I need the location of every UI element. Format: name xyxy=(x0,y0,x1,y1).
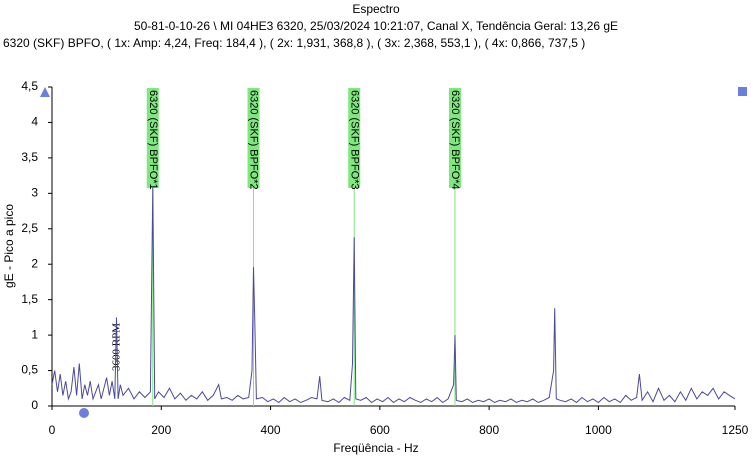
x-tick-label: 0 xyxy=(49,423,56,437)
x-tick-label: 200 xyxy=(151,423,171,437)
x-tick-label: 800 xyxy=(479,423,499,437)
x-tick-label: 1250 xyxy=(722,423,749,437)
y-tick-label: 1,5 xyxy=(21,292,38,306)
y-tick-label: 2 xyxy=(31,256,38,270)
cursor-icon[interactable] xyxy=(40,87,50,97)
cursor-icon[interactable] xyxy=(738,87,747,96)
y-axis-label: gE - Pico a pico xyxy=(2,204,16,288)
marker-label-box xyxy=(448,88,461,188)
x-axis-label: Freqüência - Hz xyxy=(333,441,418,455)
marker-label: 6320 (SKF) BPFO*3 xyxy=(348,90,360,190)
chart-subtitle: 6320 (SKF) BPFO, ( 1x: Amp: 4,24, Freq: … xyxy=(3,36,585,50)
cursor-icon[interactable] xyxy=(79,408,89,418)
marker-label: 6320 (SKF) BPFO*4 xyxy=(449,90,461,190)
y-tick-label: 3,5 xyxy=(21,150,38,164)
spectrum-line xyxy=(51,186,736,404)
y-tick-label: 0 xyxy=(31,398,38,412)
marker-label-box xyxy=(146,88,159,188)
y-tick-label: 4,5 xyxy=(21,79,38,93)
y-tick-label: 2,5 xyxy=(21,221,38,235)
marker-label: 6320 (SKF) BPFO*1 xyxy=(147,90,159,190)
y-tick-label: 3 xyxy=(31,186,38,200)
x-tick-label: 1000 xyxy=(585,423,612,437)
marker-label-box xyxy=(247,88,260,188)
marker-label: 6320 (SKF) BPFO*2 xyxy=(248,90,260,190)
chart-title: Espectro xyxy=(352,2,400,16)
y-tick-label: 4 xyxy=(31,115,38,129)
x-tick-label: 600 xyxy=(370,423,390,437)
y-tick-label: 0,5 xyxy=(21,363,38,377)
marker-label-box xyxy=(348,88,361,188)
x-tick-label: 400 xyxy=(261,423,281,437)
y-tick-label: 1 xyxy=(31,327,38,341)
chart-subtitle: 50-81-0-10-26 \ MI 04HE3 6320, 25/03/202… xyxy=(134,19,618,33)
